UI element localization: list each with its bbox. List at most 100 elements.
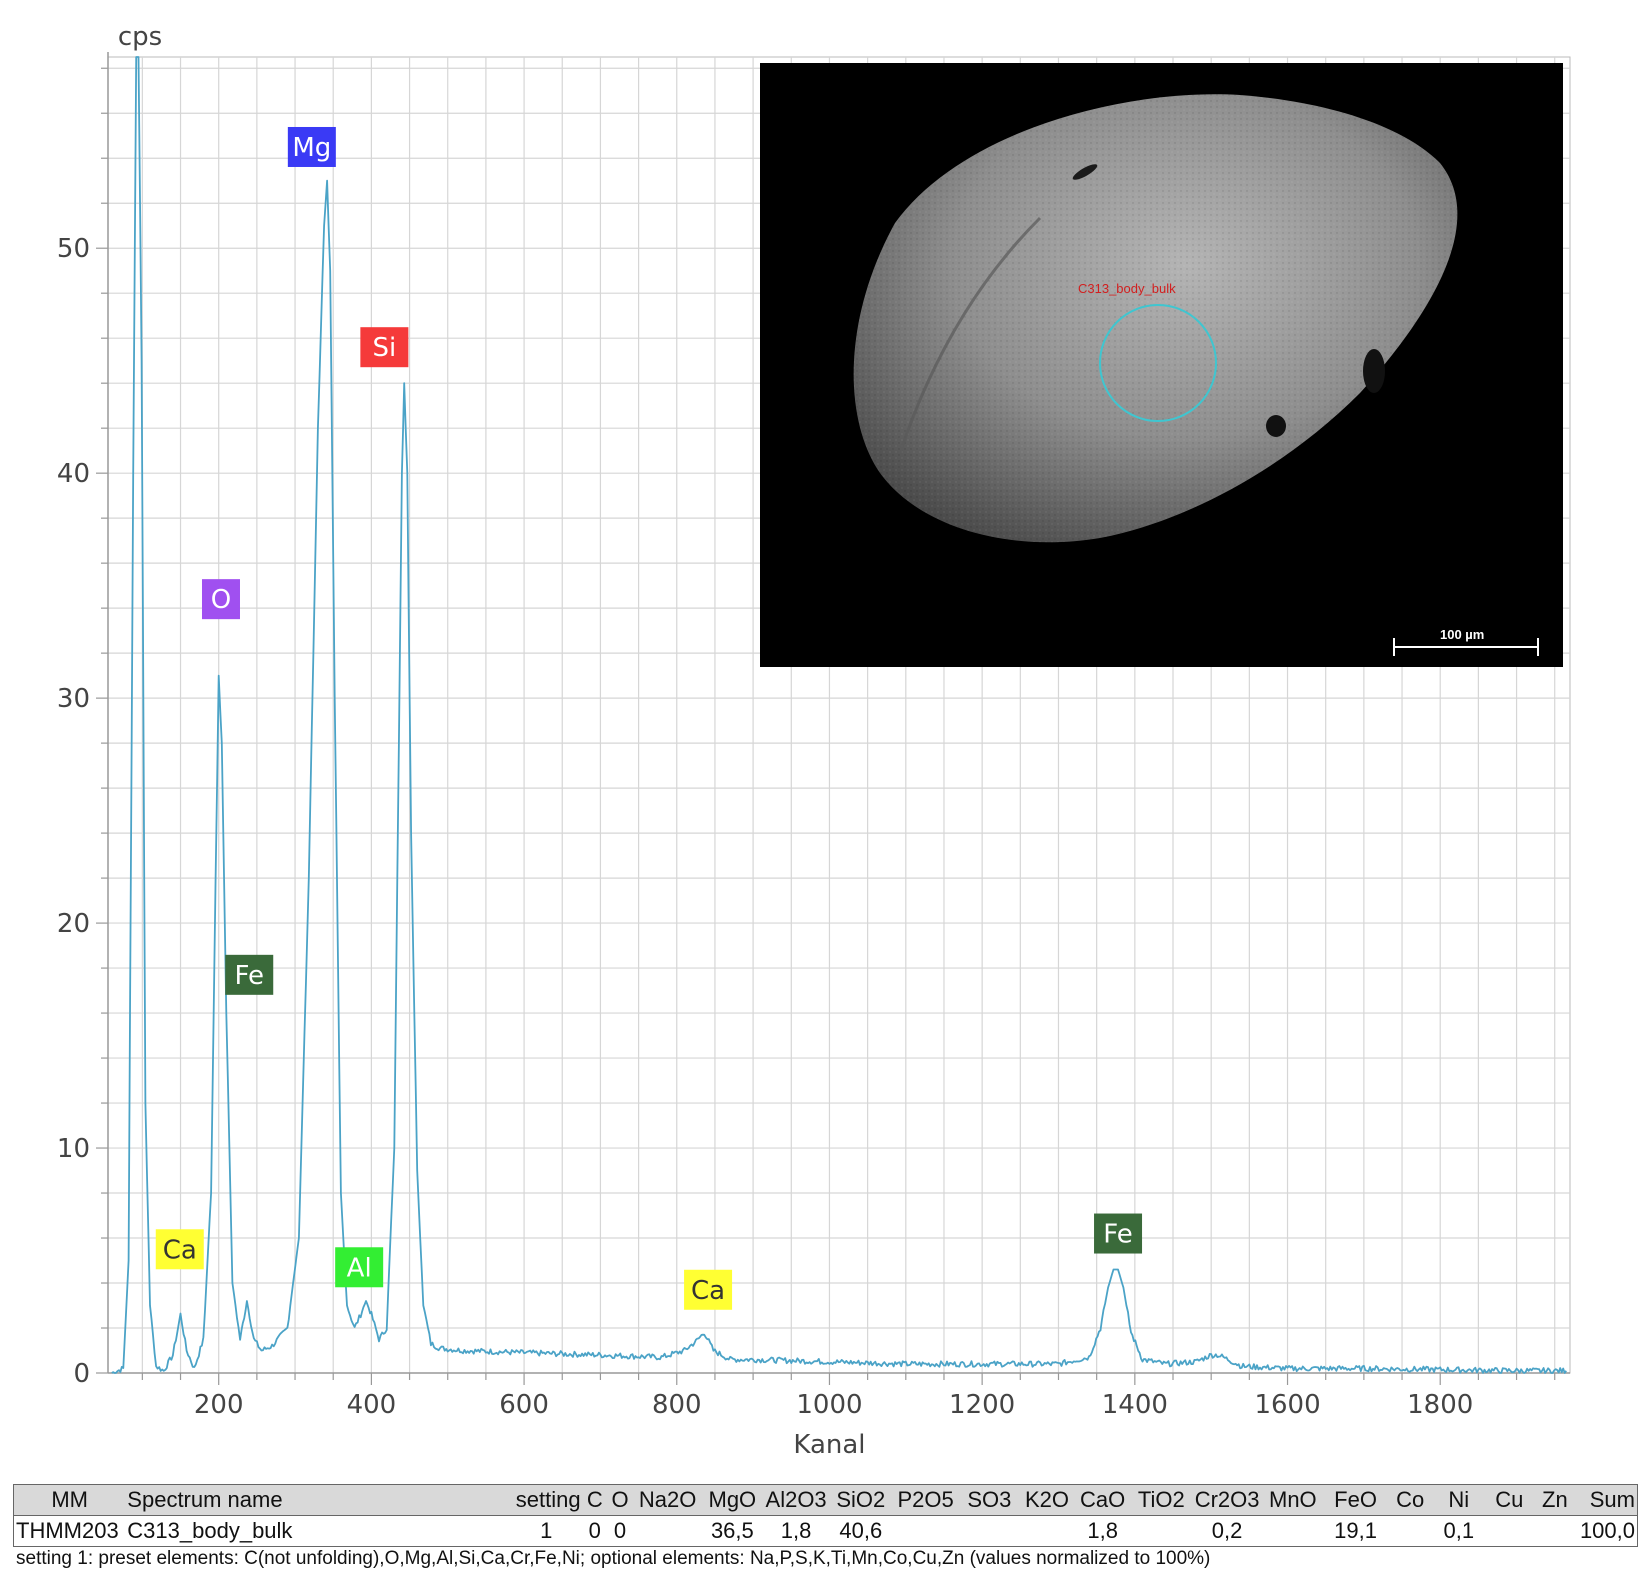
peak-label-box (155, 1229, 204, 1270)
peak-label-text: Si (373, 333, 397, 363)
header-mm: MM (13, 1484, 126, 1516)
analysis-region-label: C313_body_bulk (1078, 281, 1176, 296)
header-al2o3: Al2O3 (762, 1484, 830, 1516)
header-cr2o3: Cr2O3 (1191, 1484, 1263, 1516)
y-tick-label: 50 (57, 234, 90, 264)
y-tick-label: 40 (57, 459, 90, 489)
cell-mgo: 36,5 (702, 1515, 763, 1547)
header-mno: MnO (1262, 1484, 1324, 1516)
header-o: O (606, 1484, 634, 1516)
header-mgo: MgO (702, 1484, 763, 1516)
x-tick-label: 400 (347, 1390, 397, 1420)
x-tick-label: 1400 (1102, 1390, 1168, 1420)
spectrum-line (111, 56, 1567, 1374)
cell-na2o (633, 1515, 702, 1547)
sem-grain-illustration (853, 94, 1458, 543)
peak-label: Ca (684, 1269, 733, 1310)
sem-image: C313_body_bulk 100 µm (760, 63, 1563, 667)
peak-label-box (1094, 1213, 1143, 1254)
x-tick-label: 1200 (949, 1390, 1015, 1420)
cell-feo: 19,1 (1323, 1515, 1388, 1547)
peak-label-text: Fe (1103, 1220, 1133, 1250)
peak-label-text: Fe (234, 961, 264, 991)
header-c: C (582, 1484, 607, 1516)
table-row: THMM203 C313_body_bulk 1 0 0 36,5 1,8 40… (13, 1515, 1639, 1547)
header-setting: setting (509, 1484, 583, 1516)
peak-label-box (335, 1247, 384, 1288)
peak-label-text: Ca (163, 1235, 197, 1265)
x-tick-label: 800 (652, 1390, 702, 1420)
peak-label: Si (360, 327, 409, 368)
peak-label-text: Mg (292, 133, 331, 163)
x-axis-title: Kanal (793, 1430, 865, 1460)
peak-label: O (201, 579, 240, 620)
chart-axes (96, 52, 1570, 1385)
header-cu: Cu (1485, 1484, 1534, 1516)
analysis-region-circle (1099, 304, 1217, 422)
header-ni: Ni (1432, 1484, 1486, 1516)
peak-label-text: Al (347, 1253, 372, 1283)
header-so3: SO3 (958, 1484, 1020, 1516)
header-feo: FeO (1323, 1484, 1388, 1516)
peak-label-box (287, 126, 336, 167)
header-p2o5: P2O5 (892, 1484, 959, 1516)
peak-label-box (225, 954, 274, 995)
scale-bar-label: 100 µm (1440, 627, 1485, 642)
cell-sum: 100,0 (1576, 1515, 1639, 1547)
header-spectrum-name: Spectrum name (125, 1484, 510, 1516)
peak-label-text: Ca (691, 1276, 725, 1306)
cell-zn (1533, 1515, 1577, 1547)
header-zn: Zn (1533, 1484, 1577, 1516)
peak-label: Al (335, 1247, 384, 1288)
table-header-row: MM Spectrum name setting C O Na2O MgO Al… (13, 1484, 1639, 1516)
y-tick-label: 20 (57, 909, 90, 939)
cell-spectrum-name: C313_body_bulk (125, 1515, 510, 1547)
header-na2o: Na2O (633, 1484, 702, 1516)
x-tick-label: 200 (194, 1390, 244, 1420)
peak-label-box (360, 327, 409, 368)
chart-series-layer (111, 56, 1567, 1374)
cell-so3 (958, 1515, 1020, 1547)
cell-tio2 (1130, 1515, 1192, 1547)
x-tick-label: 1800 (1407, 1390, 1473, 1420)
peak-label: Ca (155, 1229, 204, 1270)
x-tick-label: 1000 (796, 1390, 862, 1420)
cell-p2o5 (892, 1515, 959, 1547)
scale-bar (1393, 638, 1539, 656)
y-tick-label: 0 (73, 1359, 90, 1389)
header-k2o: K2O (1019, 1484, 1075, 1516)
y-tick-label: 10 (57, 1134, 90, 1164)
cell-mno (1262, 1515, 1324, 1547)
x-tick-label: 600 (499, 1390, 549, 1420)
cell-cr2o3: 0,2 (1191, 1515, 1263, 1547)
peak-label: Fe (225, 954, 274, 995)
cell-cu (1485, 1515, 1534, 1547)
header-sum: Sum (1576, 1484, 1639, 1516)
chart-labels: 0 10 20 30 40 50 200 400 600 800 1000 1200 1400 1600 1… (57, 22, 1473, 1460)
composition-table: MM Spectrum name setting C O Na2O MgO Al… (13, 1484, 1639, 1547)
peak-label-box (201, 579, 240, 620)
cell-setting: 1 (509, 1515, 583, 1547)
cell-mm: THMM203 (13, 1515, 126, 1547)
table-footnote: setting 1: preset elements: C(not unfold… (16, 1548, 1211, 1569)
peak-label: Mg (287, 126, 336, 167)
cell-cao: 1,8 (1074, 1515, 1131, 1547)
y-tick-label: 30 (57, 684, 90, 714)
y-axis-title: cps (118, 22, 162, 52)
header-tio2: TiO2 (1130, 1484, 1192, 1516)
cell-k2o (1019, 1515, 1075, 1547)
peak-label-text: O (211, 585, 231, 615)
peak-label-box (684, 1269, 733, 1310)
cell-ni: 0,1 (1432, 1515, 1486, 1547)
header-co: Co (1387, 1484, 1433, 1516)
cell-sio2: 40,6 (829, 1515, 893, 1547)
cell-al2o3: 1,8 (762, 1515, 830, 1547)
header-cao: CaO (1074, 1484, 1131, 1516)
chart-annotations: Mg Si O Fe Ca Al Ca Fe (155, 126, 1143, 1310)
x-tick-label: 1600 (1254, 1390, 1320, 1420)
peak-label: Fe (1094, 1213, 1143, 1254)
header-sio2: SiO2 (829, 1484, 893, 1516)
cell-c: 0 (582, 1515, 607, 1547)
cell-co (1387, 1515, 1433, 1547)
